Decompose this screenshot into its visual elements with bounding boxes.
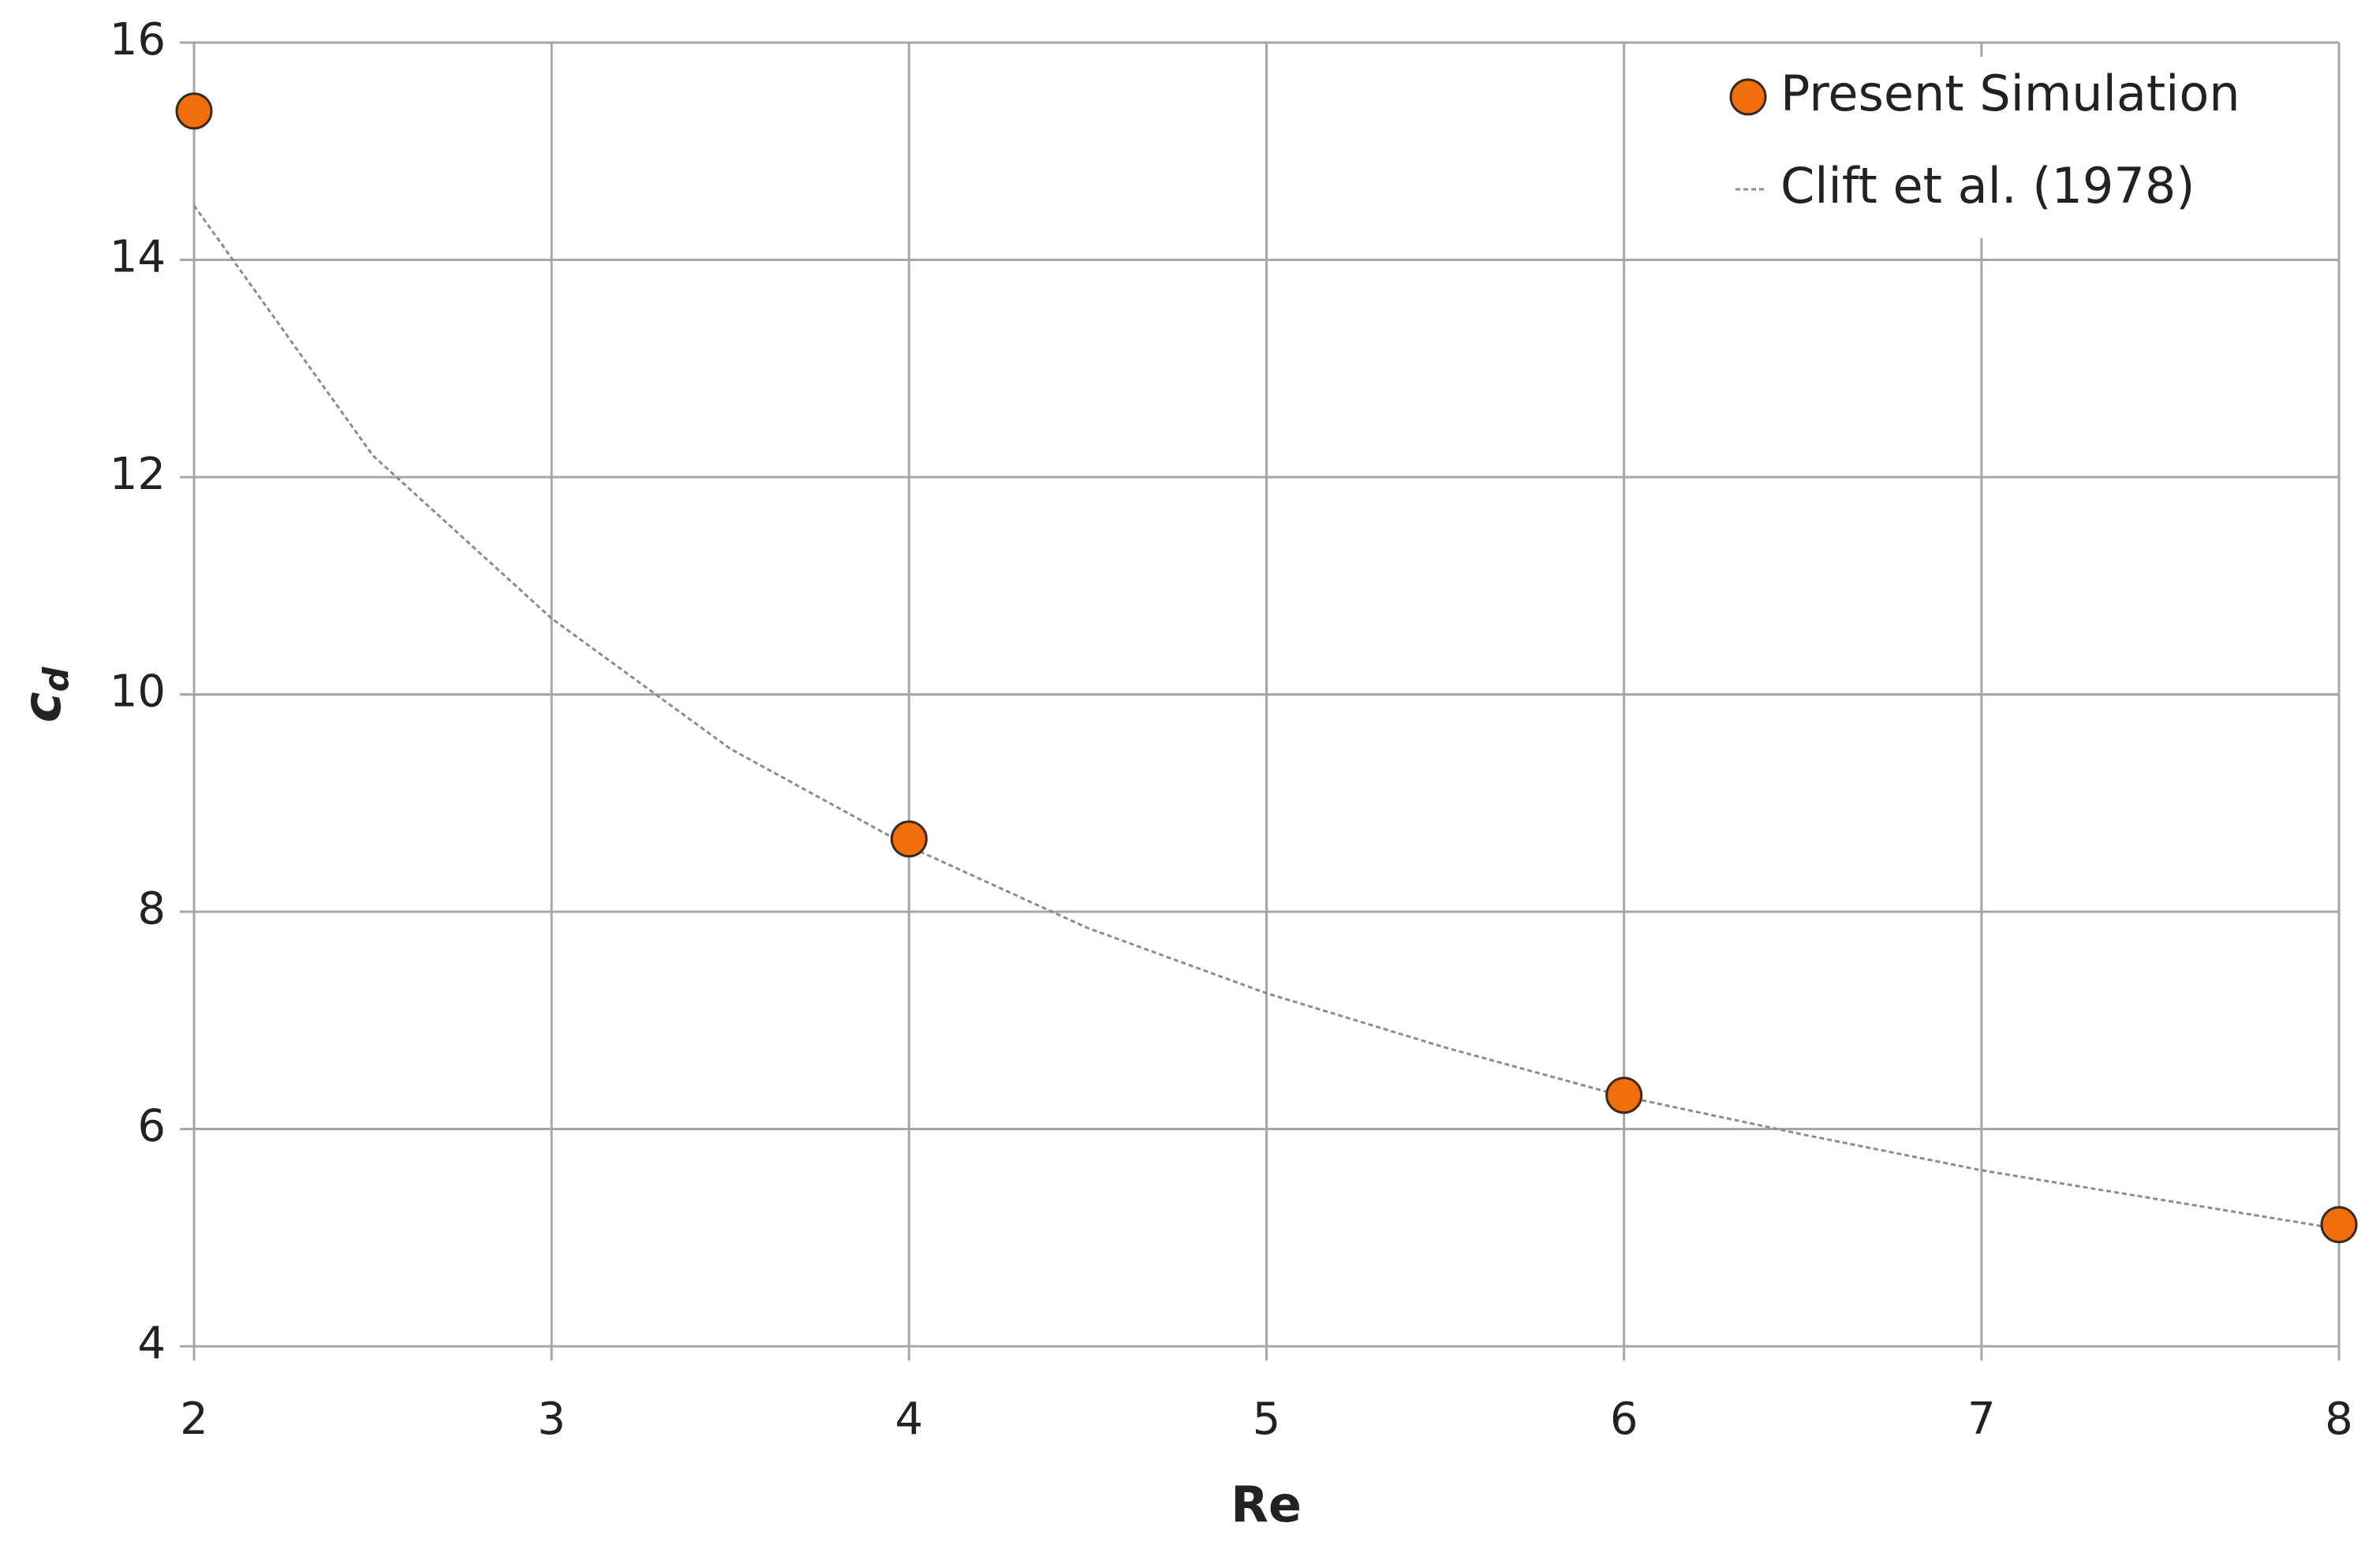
point (175, 92, 213, 130)
x-axis-label: Re (1231, 1476, 1302, 1533)
legend-label: Present Simulation (1780, 65, 2240, 122)
y-tick-label: 4 (137, 1318, 166, 1369)
x-tick-label: 8 (2325, 1394, 2353, 1445)
y-axis-label-group: cd (12, 666, 77, 722)
y-tick-label: 16 (110, 14, 166, 65)
y-tick-label: 6 (137, 1101, 166, 1152)
y-tick-label: 8 (137, 883, 166, 935)
legend-marker (1729, 78, 1767, 116)
y-tick-label: 10 (110, 666, 166, 718)
x-tick-label: 5 (1253, 1394, 1281, 1445)
y-axis-label: cd (12, 666, 77, 722)
point (2320, 1206, 2358, 1244)
x-tick-label: 4 (895, 1394, 924, 1445)
x-tick-label: 3 (537, 1394, 566, 1445)
y-tick-label: 14 (110, 232, 166, 283)
point (1605, 1077, 1643, 1114)
legend: Present Simulation Clift et al. (1978) (1720, 57, 2319, 238)
x-tick-label: 2 (180, 1394, 208, 1445)
y-axis-label-main: c (12, 692, 73, 722)
x-tick-label: 6 (1610, 1394, 1638, 1445)
legend-box (1720, 57, 2319, 238)
curve (192, 204, 2340, 1230)
legend-label: Clift et al. (1978) (1780, 157, 2195, 215)
point (890, 820, 928, 858)
x-tick-label: 7 (1967, 1394, 1996, 1445)
y-tick-label: 12 (110, 449, 166, 500)
y-axis-label-sub: d (36, 666, 77, 692)
